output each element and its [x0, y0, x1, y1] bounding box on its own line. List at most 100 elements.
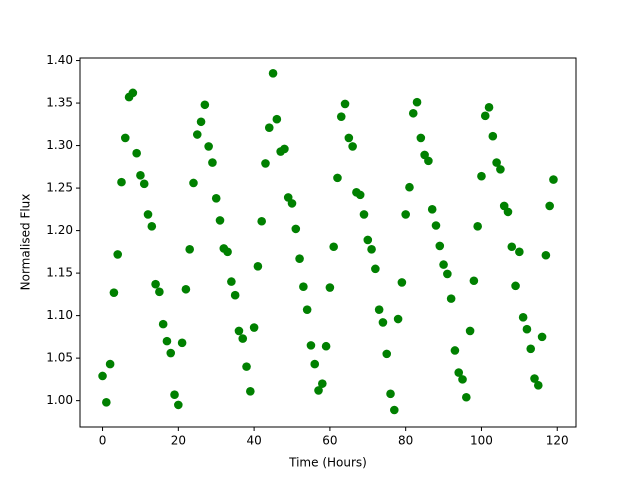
scatter-point [200, 100, 210, 110]
x-tick-label: 100 [470, 434, 493, 448]
x-axis-label: Time (Hours) [288, 456, 367, 470]
scatter-point [507, 242, 517, 252]
scatter-point [306, 341, 316, 350]
scatter-point [204, 142, 213, 151]
scatter-point [333, 173, 342, 183]
scatter-point [522, 324, 532, 334]
x-tick-label: 0 [99, 434, 107, 448]
scatter-point [462, 392, 471, 402]
scatter-point [340, 99, 350, 109]
scatter-point [541, 250, 551, 260]
scatter-point [390, 405, 399, 415]
scatter-point [473, 222, 482, 231]
scatter-point [147, 222, 157, 231]
y-tick-label: 1.10 [46, 308, 73, 322]
scatter-point [465, 326, 475, 336]
scatter-point [196, 117, 206, 127]
x-tick-label: 80 [398, 434, 413, 448]
scatter-point [496, 165, 505, 174]
scatter-point [427, 205, 437, 214]
scatter-point [492, 158, 501, 167]
scatter-point [246, 386, 255, 396]
scatter-point [208, 158, 217, 167]
scatter-point [401, 210, 410, 219]
scatter-point [450, 346, 460, 355]
scatter-point [454, 368, 464, 377]
scatter-point [325, 283, 335, 292]
scatter-point [537, 332, 547, 342]
scatter-point [227, 277, 236, 286]
scatter-point [280, 144, 289, 154]
scatter-point [238, 334, 248, 343]
scatter-point [533, 381, 543, 390]
scatter-point [549, 175, 558, 184]
scatter-point [443, 269, 452, 279]
scatter-point [113, 250, 123, 259]
scatter-point [518, 313, 528, 322]
scatter-point [412, 97, 422, 107]
scatter-point [170, 390, 179, 399]
scatter-point [329, 242, 338, 252]
scatter-point [177, 338, 187, 348]
scatter-point [162, 336, 172, 346]
y-tick-label: 1.05 [46, 351, 73, 365]
scatter-point [321, 341, 331, 351]
scatter-point [120, 133, 130, 143]
scatter-point [102, 398, 111, 407]
scatter-point [268, 69, 278, 78]
y-axis-label: Normalised Flux [19, 194, 33, 291]
x-tick-label: 60 [322, 434, 337, 448]
plot-frame [79, 57, 577, 428]
scatter-point [234, 326, 244, 336]
scatter-point [503, 207, 513, 217]
scatter-point [253, 262, 263, 271]
scatter-point [318, 379, 327, 388]
scatter-point [378, 318, 388, 327]
scatter-point [386, 389, 395, 399]
scatter-point [359, 210, 369, 219]
scatter-point [117, 177, 126, 187]
scatter-point [480, 111, 490, 121]
scatter-point [355, 190, 365, 200]
scatter-point [185, 245, 194, 254]
scatter-point [223, 247, 232, 257]
scatter-point [405, 182, 414, 192]
scatter-point [139, 179, 149, 189]
scatter-point [181, 284, 191, 294]
scatter-point [424, 156, 433, 166]
scatter-point [299, 282, 308, 292]
scatter-point [211, 193, 221, 203]
scatter-point [371, 264, 380, 274]
scatter-point [431, 221, 441, 230]
scatter-point [295, 254, 304, 263]
x-tick-label: 40 [246, 434, 261, 448]
scatter-point [469, 276, 479, 286]
scatter-point [488, 131, 498, 141]
y-tick-label: 1.35 [46, 96, 73, 110]
scatter-point [257, 216, 266, 226]
scatter-point [484, 103, 494, 112]
scatter-point [435, 241, 445, 251]
scatter-point [109, 288, 119, 297]
scatter-point [189, 178, 198, 188]
scatter-point [526, 344, 536, 354]
scatter-point [515, 247, 524, 257]
scatter-point [143, 210, 153, 219]
x-tick-label: 120 [546, 434, 569, 448]
scatter-point [382, 349, 392, 359]
y-tick-label: 1.40 [46, 53, 73, 67]
scatter-point [136, 171, 145, 180]
scatter-point [374, 305, 384, 314]
scatter-point [446, 294, 456, 303]
scatter-point [249, 323, 259, 332]
scatter-point [166, 348, 176, 358]
scatter-point [530, 374, 539, 383]
scatter-point [408, 108, 418, 118]
scatter-point [439, 260, 448, 269]
y-tick-label: 1.30 [46, 138, 73, 152]
scatter-point [314, 386, 323, 395]
scatter-point [393, 314, 403, 324]
scatter-point [344, 133, 354, 143]
scatter-point [128, 88, 138, 98]
scatter-point [158, 319, 168, 329]
